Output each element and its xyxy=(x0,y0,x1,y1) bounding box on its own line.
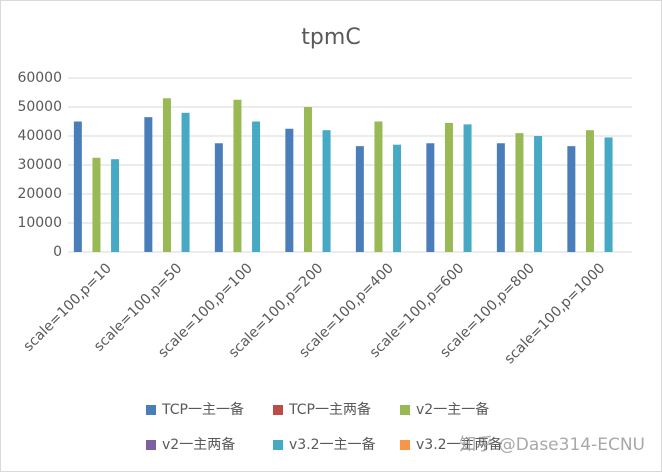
legend-swatch xyxy=(273,405,283,415)
bar xyxy=(214,143,223,252)
y-tick-label: 20000 xyxy=(17,186,62,202)
y-tick-label: 10000 xyxy=(17,215,62,231)
y-tick-label: 30000 xyxy=(17,157,62,173)
legend-swatch xyxy=(400,440,410,450)
bar xyxy=(181,112,190,252)
legend-swatch xyxy=(146,440,156,450)
bar xyxy=(463,124,472,252)
bar xyxy=(534,136,543,252)
legend-swatch xyxy=(400,405,410,415)
bar xyxy=(233,99,242,252)
legend-swatch xyxy=(273,440,283,450)
legend-label: v3.2一主两备 xyxy=(416,436,503,453)
bar xyxy=(515,133,524,252)
bar xyxy=(111,159,120,252)
legend-label: v2一主两备 xyxy=(162,436,235,453)
bar xyxy=(567,146,576,252)
bar xyxy=(73,121,82,252)
y-tick-label: 60000 xyxy=(17,70,62,86)
bar xyxy=(426,143,435,252)
bar xyxy=(355,146,364,252)
bar xyxy=(604,137,613,252)
legend-label: v2一主一备 xyxy=(416,401,489,418)
bar xyxy=(144,117,153,253)
bar xyxy=(92,157,101,252)
bar xyxy=(585,130,594,252)
y-tick-label: 40000 xyxy=(17,128,62,144)
bar xyxy=(322,130,331,252)
bar xyxy=(252,121,261,252)
bar xyxy=(303,107,312,252)
bar xyxy=(444,122,453,252)
bar xyxy=(162,98,171,252)
legend-swatch xyxy=(146,405,156,415)
bar xyxy=(393,144,402,252)
y-tick-label: 0 xyxy=(53,244,62,260)
legend-label: TCP一主一备 xyxy=(161,401,244,418)
legend-label: TCP一主两备 xyxy=(288,401,371,418)
bar xyxy=(285,128,294,252)
watermark: 知乎 @Dase314-ECNU xyxy=(459,435,645,455)
bar xyxy=(496,143,505,252)
bar xyxy=(374,121,383,252)
chart-title: tpmC xyxy=(301,25,360,50)
legend-label: v3.2一主一备 xyxy=(289,436,376,453)
y-tick-label: 50000 xyxy=(17,99,62,115)
